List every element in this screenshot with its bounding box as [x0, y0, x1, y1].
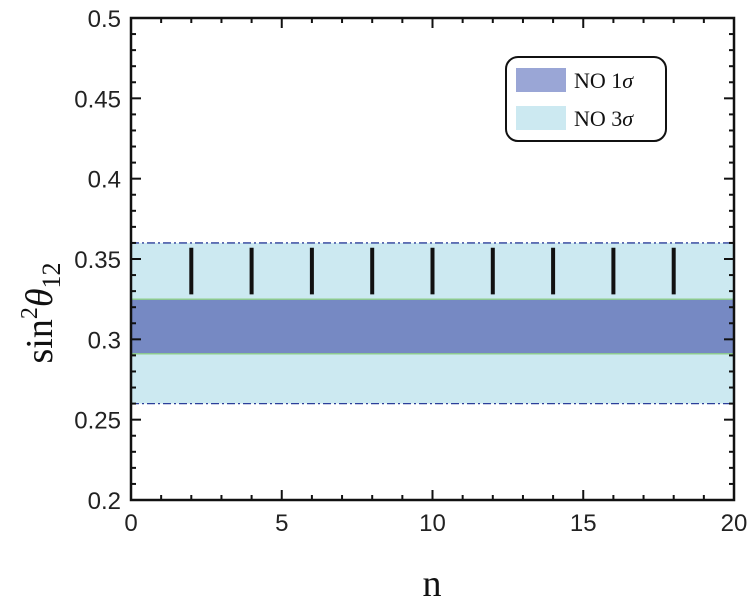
y-tick-label: 0.5 — [88, 6, 121, 33]
legend-label-no-1sigma: NO 1σ — [574, 68, 634, 93]
y-tick-label: 0.45 — [74, 86, 121, 113]
y-tick-label: 0.4 — [88, 167, 121, 194]
x-axis-title: n — [423, 563, 442, 604]
y-tick-label: 0.35 — [74, 247, 121, 274]
x-tick-label: 10 — [419, 510, 446, 537]
y-tick-label: 0.25 — [74, 408, 121, 435]
x-tick-label: 15 — [570, 510, 597, 537]
legend-swatch-no-1sigma — [516, 68, 566, 92]
ticks-layer — [130, 17, 735, 501]
x-tick-label: 20 — [721, 510, 748, 537]
x-tick-label: 5 — [275, 510, 288, 537]
marks-layer — [189, 247, 676, 295]
band-1-fill — [131, 299, 734, 354]
legend-swatch-no-3sigma — [516, 106, 566, 130]
tick-labels: 0 5 10 15 20 0.2 0.25 0.3 0.35 0.4 0.45 0.5 — [74, 6, 747, 537]
y-tick-label: 0.2 — [88, 488, 121, 515]
y-tick-label: 0.3 — [88, 327, 121, 354]
y-axis-title: sin2θ12 — [17, 262, 66, 363]
legend-label-no-3sigma: NO 3σ — [574, 106, 634, 131]
x-tick-label: 0 — [124, 510, 137, 537]
legend: NO 1σ NO 3σ — [505, 56, 667, 142]
